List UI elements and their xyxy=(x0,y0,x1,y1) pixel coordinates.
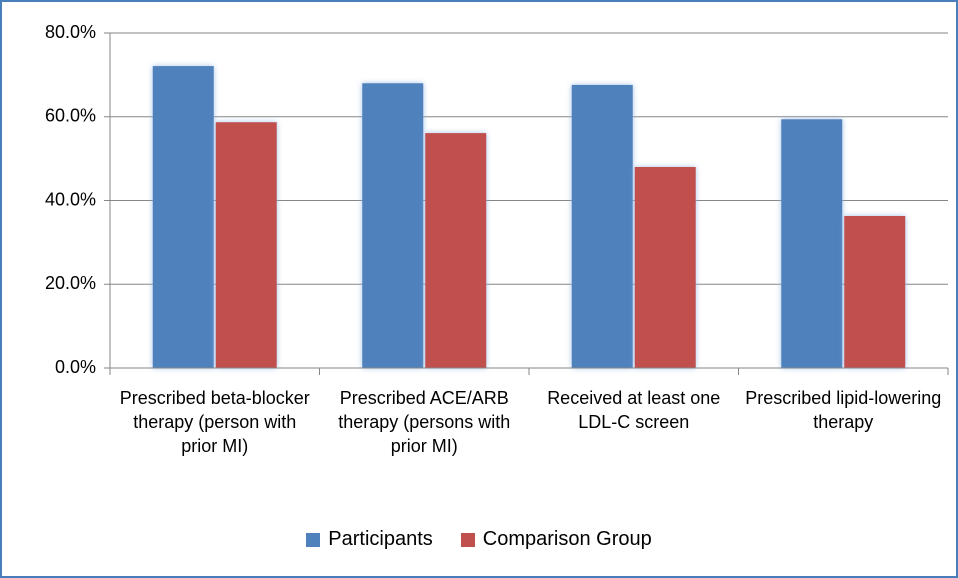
bar xyxy=(215,122,277,368)
legend-swatch xyxy=(460,532,475,547)
x-tick-label: Prescribed ACE/ARB therapy (persons with… xyxy=(338,388,511,456)
x-tick-label: Prescribed lipid-lowering therapy xyxy=(745,388,942,432)
bar xyxy=(571,84,633,369)
legend-item: Participants xyxy=(306,528,433,551)
legend-swatch xyxy=(306,532,321,547)
y-tick-label: 60.0% xyxy=(45,106,96,126)
y-tick-label: 80.0% xyxy=(45,22,96,42)
bar xyxy=(362,83,424,368)
x-tick-label: Received at least one LDL-C screen xyxy=(547,388,721,432)
bar xyxy=(781,119,843,368)
x-tick-label: Prescribed beta-blocker therapy (person … xyxy=(119,388,310,456)
bar xyxy=(425,133,487,368)
legend-label: Comparison Group xyxy=(482,528,652,550)
y-tick-label: 20.0% xyxy=(45,273,96,293)
legend: Participants Comparison Group xyxy=(0,528,958,551)
bar xyxy=(634,167,696,368)
y-tick-label: 40.0% xyxy=(45,189,96,209)
y-tick-label: 0.0% xyxy=(55,357,96,377)
bar xyxy=(152,66,214,369)
legend-label: Participants xyxy=(328,528,433,550)
bar xyxy=(844,215,906,368)
legend-item: Comparison Group xyxy=(460,528,652,551)
